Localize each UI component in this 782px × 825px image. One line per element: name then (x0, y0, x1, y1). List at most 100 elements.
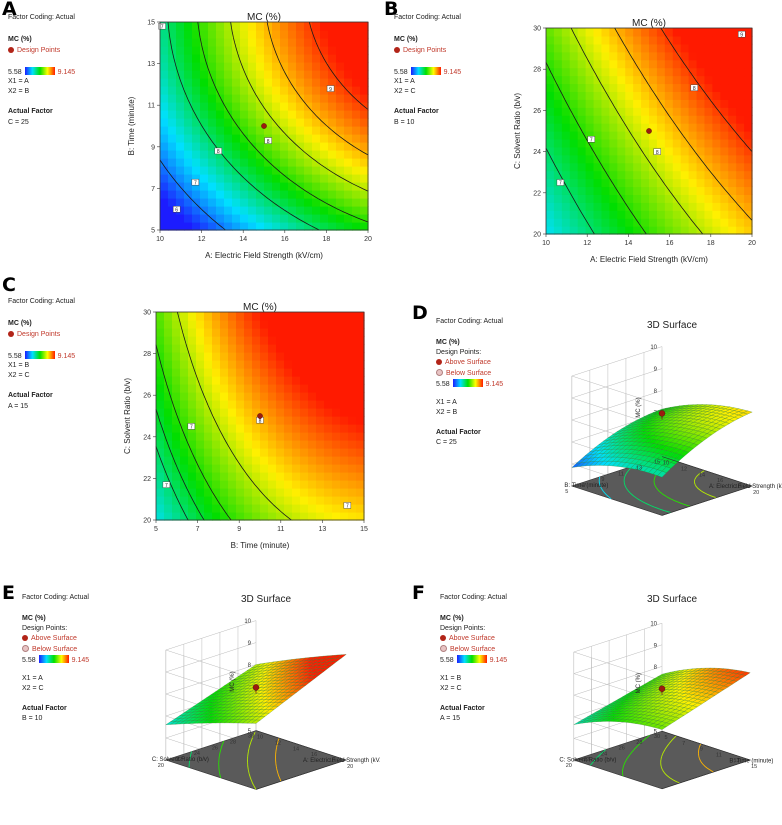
heatmap-cell (680, 178, 690, 188)
heatmap-cell (224, 126, 233, 135)
heatmap-cell (228, 376, 237, 385)
heatmap-cell (569, 107, 579, 116)
heatmap-cell (348, 424, 357, 433)
heatmap-cell (641, 202, 650, 211)
heatmap-cell (672, 28, 682, 37)
heatmap-cell (312, 214, 321, 223)
heatmap-cell (312, 198, 321, 207)
heatmap-cell (268, 392, 277, 401)
heatmap-cell (184, 86, 193, 95)
heatmap-cell (736, 59, 745, 69)
heatmap-cell (260, 416, 269, 425)
heatmap-cell (268, 432, 277, 441)
heatmap-cell (220, 504, 229, 513)
heatmap-cell (340, 376, 349, 385)
heatmap-cell (304, 62, 313, 71)
heatmap-cell (324, 416, 333, 425)
heatmap-cell (240, 22, 249, 31)
heatmap-cell (212, 376, 221, 385)
heatmap-cell (304, 102, 313, 111)
heatmap-cell (156, 456, 165, 465)
heatmap-cell (304, 22, 313, 31)
heatmap-cell (308, 376, 317, 385)
heatmap-cell (176, 70, 185, 79)
heatmap-cell (288, 54, 297, 63)
heatmap-cell (356, 432, 365, 441)
heatmap-cell (208, 166, 217, 175)
heatmap-cell (720, 115, 729, 124)
heatmap-cell (344, 22, 353, 31)
heatmap-cell (696, 51, 706, 61)
heatmap-cell (284, 512, 293, 521)
heatmap-cell (248, 134, 257, 143)
heatmap-cell (312, 62, 321, 71)
z-axis-label: MC (%) (636, 397, 642, 417)
heatmap-cell (320, 78, 329, 87)
heatmap-cell (260, 400, 269, 409)
heatmap-cell (360, 222, 369, 231)
heatmap-cell (672, 67, 682, 77)
heatmap-cell (224, 110, 233, 119)
heatmap-cell (649, 91, 658, 100)
heatmap-cell (292, 480, 301, 489)
y-axis-label: C: Solvent Ratio (b/v) (513, 93, 522, 169)
y-tick-label: 28 (533, 67, 541, 74)
design-point (658, 685, 666, 692)
heatmap-cell (744, 43, 753, 53)
heatmap-cell (720, 75, 729, 85)
heatmap-cell (672, 194, 682, 203)
heatmap-cell (736, 67, 745, 77)
heatmap-cell (204, 512, 213, 521)
heatmap-cell (172, 320, 181, 329)
heatmap-cell (300, 448, 309, 457)
x-axis-label: B: Time (minute) (231, 541, 290, 550)
heatmap-cell (276, 488, 285, 497)
x-tick-label: 9 (700, 747, 703, 753)
contour-line (570, 27, 704, 235)
heatmap-cell (320, 222, 329, 231)
heatmap-cell (192, 198, 201, 207)
heatmap-cell (664, 107, 674, 116)
heatmap-cell (320, 62, 329, 71)
heatmap-cell (276, 432, 285, 441)
heatmap-cell (649, 138, 658, 148)
heatmap-cell (641, 35, 650, 45)
axis-line (255, 730, 347, 761)
heatmap-cell (569, 51, 579, 61)
x-tick-label: 16 (281, 236, 289, 243)
heatmap-cell (196, 504, 205, 513)
heatmap-cell (561, 75, 571, 85)
heatmap-cell (561, 146, 571, 156)
heatmap-cell (609, 115, 618, 124)
heatmap-cell (244, 384, 253, 393)
heatmap-cell (609, 67, 618, 77)
heatmap-cell (268, 376, 277, 385)
heatmap-cell (276, 456, 285, 465)
heatmap-cell (633, 59, 642, 69)
x-tick-label: 16 (666, 240, 674, 247)
heatmap-cell (577, 202, 587, 211)
heatmap-cell (212, 384, 221, 393)
heatmap-cell (704, 67, 713, 77)
heatmap-cell (208, 158, 217, 167)
heatmap-cell (188, 440, 197, 449)
heatmap-cell (316, 480, 325, 489)
heatmap-cell (192, 182, 201, 191)
heatmap-cell (248, 118, 257, 127)
heatmap-cell (204, 320, 213, 329)
heatmap-cell (720, 170, 729, 180)
heatmap-cell (224, 54, 233, 63)
heatmap-cell (609, 226, 618, 235)
heatmap-cell (168, 86, 177, 95)
heatmap-cell (312, 46, 321, 55)
heatmap-cell (280, 190, 289, 199)
heatmap-cell (288, 62, 297, 71)
heatmap-cell (720, 186, 729, 195)
chart-title: 3D Surface (647, 320, 697, 331)
heatmap-cell (656, 186, 666, 195)
heatmap-cell (224, 102, 233, 111)
heatmap-cell (308, 392, 317, 401)
heatmap-cell (296, 182, 305, 191)
heatmap-cell (176, 174, 185, 183)
heatmap-cell (296, 214, 305, 223)
